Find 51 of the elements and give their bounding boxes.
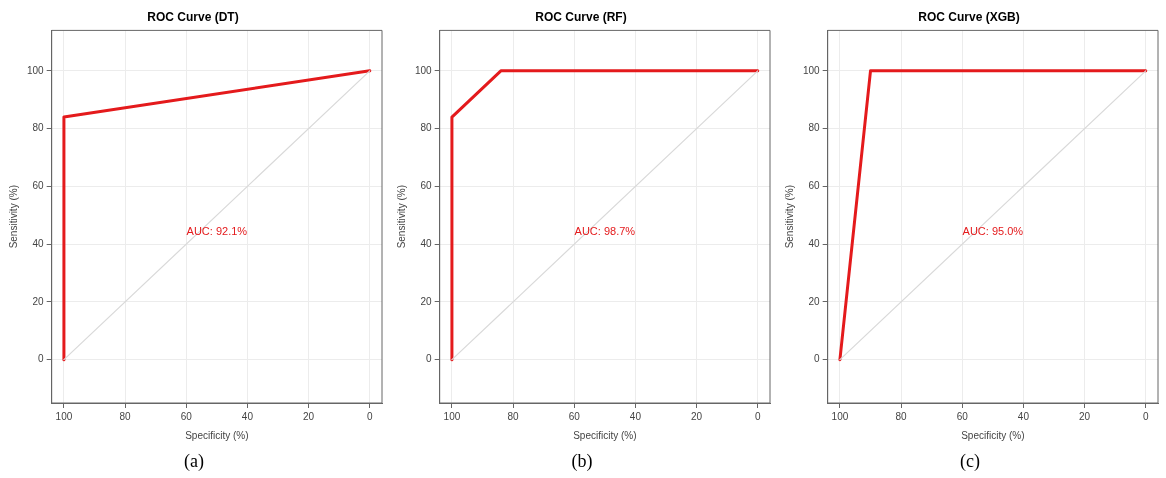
y-tick-label: 80 xyxy=(420,122,433,134)
x-tick-label: 80 xyxy=(507,410,520,422)
x-tick-label: 20 xyxy=(1079,410,1091,422)
y-tick-label: 40 xyxy=(808,237,821,249)
y-tick-label: 100 xyxy=(415,64,433,76)
x-tick-label: 100 xyxy=(55,410,73,422)
y-tick-label: 80 xyxy=(808,122,821,134)
y-tick-label: 80 xyxy=(32,122,45,134)
annotation: AUC: 95.0% xyxy=(962,224,1024,237)
y-tick-label: 0 xyxy=(814,353,821,365)
y-tick-label: 20 xyxy=(808,295,821,307)
y-tick-label: 100 xyxy=(803,64,821,76)
x-tick-label: 20 xyxy=(303,410,315,422)
x-tick-label: 60 xyxy=(180,410,193,422)
x-tick-label: 80 xyxy=(895,410,908,422)
x-tick-label: 80 xyxy=(119,410,132,422)
y-tick-label: 60 xyxy=(32,180,45,192)
x-tick-label: 40 xyxy=(241,410,254,422)
x-tick-label: 60 xyxy=(956,410,969,422)
y-tick-label: 20 xyxy=(420,295,433,307)
text: (c) xyxy=(959,450,981,473)
x-tick-label: 100 xyxy=(831,410,849,422)
text: (a) xyxy=(183,450,205,473)
x-tick-label: 0 xyxy=(754,410,761,422)
text: (b) xyxy=(570,450,594,473)
x-tick-label: 60 xyxy=(568,410,581,422)
x-tick-label: 0 xyxy=(1142,410,1149,422)
y-tick-label: 40 xyxy=(32,237,45,249)
annotation: AUC: 92.1% xyxy=(186,224,248,237)
y-axis-title: Sensitivity (%) xyxy=(783,185,795,249)
y-axis-title: Sensitivity (%) xyxy=(395,185,407,249)
y-tick-label: 60 xyxy=(420,180,433,192)
x-tick-label: 20 xyxy=(691,410,703,422)
chart-title: ROC Curve (RF) xyxy=(535,9,627,24)
annotation: AUC: 98.7% xyxy=(574,224,636,237)
y-tick-label: 20 xyxy=(32,295,45,307)
chart-title: ROC Curve (XGB) xyxy=(918,9,1020,24)
x-axis-title: Specificity (%) xyxy=(573,429,637,441)
y-tick-label: 0 xyxy=(38,353,45,365)
y-tick-label: 0 xyxy=(426,353,433,365)
x-tick-label: 40 xyxy=(1017,410,1030,422)
y-axis-title: Sensitivity (%) xyxy=(7,185,19,249)
x-tick-label: 40 xyxy=(629,410,642,422)
y-tick-label: 40 xyxy=(420,237,433,249)
chart-title: ROC Curve (DT) xyxy=(147,9,239,24)
y-tick-label: 100 xyxy=(27,64,45,76)
x-tick-label: 100 xyxy=(443,410,461,422)
x-axis-title: Specificity (%) xyxy=(961,429,1025,441)
x-tick-label: 0 xyxy=(366,410,373,422)
y-tick-label: 60 xyxy=(808,180,821,192)
x-axis-title: Specificity (%) xyxy=(185,429,249,441)
